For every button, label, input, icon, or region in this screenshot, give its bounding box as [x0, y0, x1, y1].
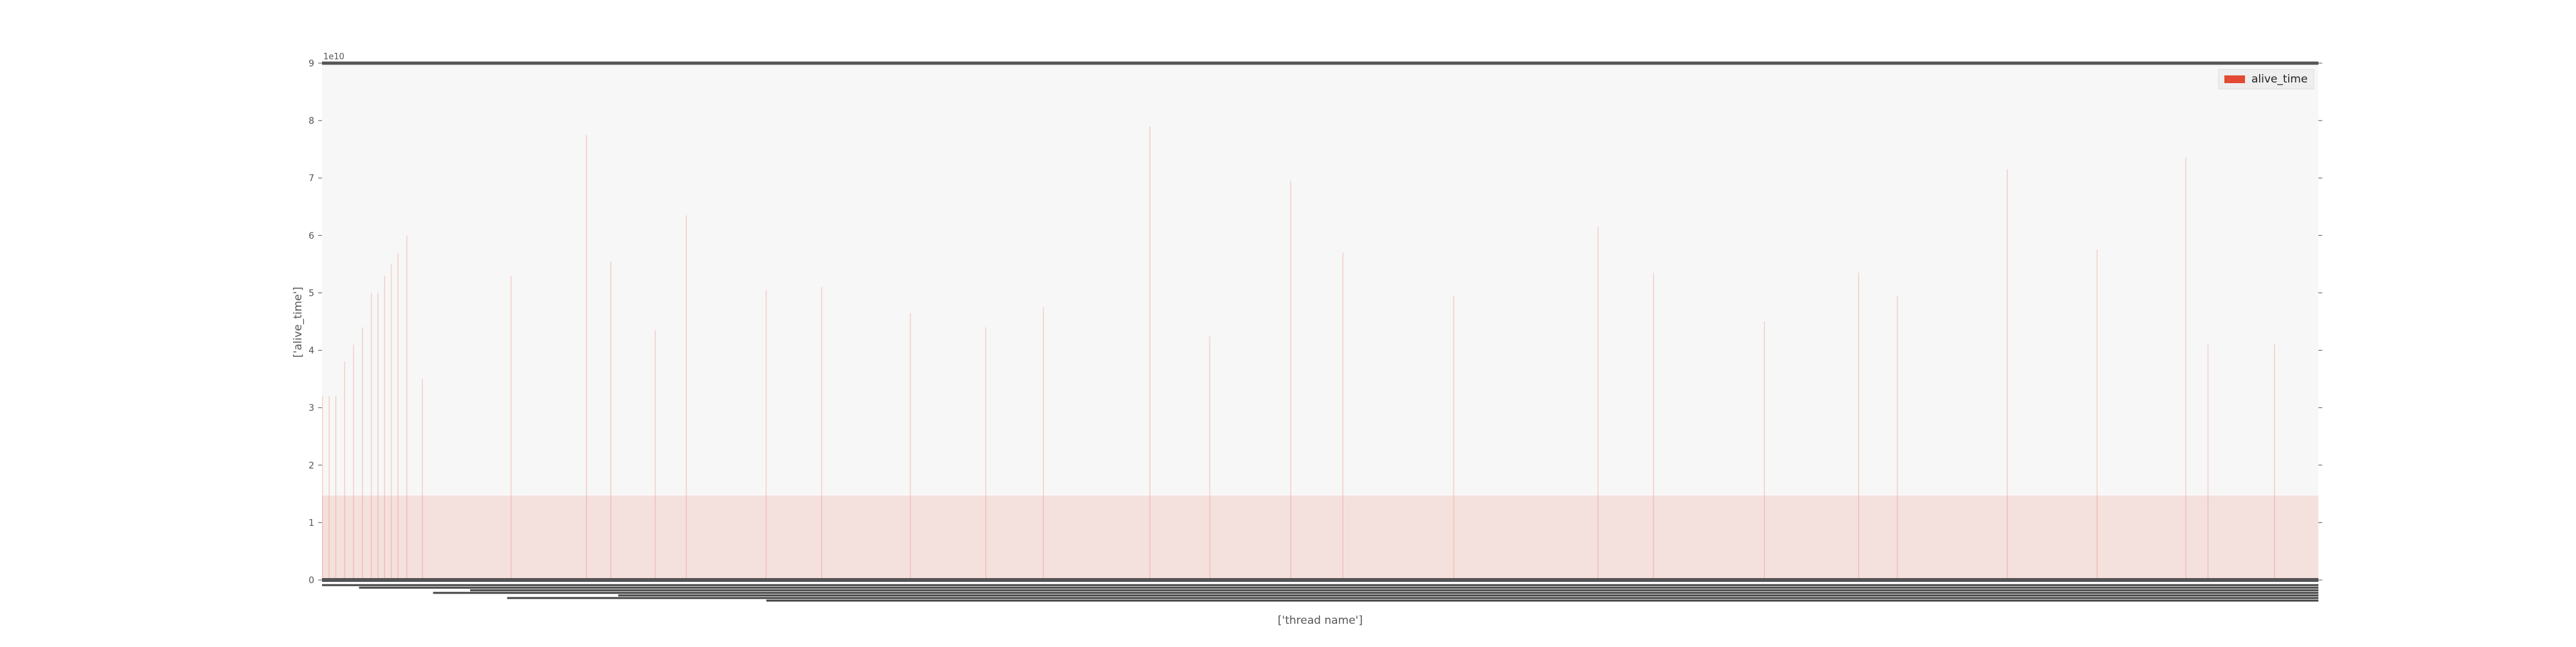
bar: [985, 327, 987, 580]
bar: [765, 289, 767, 580]
bar: [406, 235, 408, 581]
bar: [362, 327, 363, 580]
y-tick-label: 3: [308, 403, 314, 414]
bar: [2274, 344, 2275, 580]
bar: [1149, 126, 1151, 580]
bar: [2185, 158, 2186, 580]
bar: [1453, 295, 1455, 580]
bar: [2007, 169, 2008, 580]
bar: [2207, 344, 2209, 580]
y-offset-label: 1e10: [323, 52, 345, 62]
bar: [2096, 249, 2098, 580]
bar: [377, 293, 379, 580]
y-tick-label: 6: [308, 231, 314, 241]
bar: [370, 293, 372, 580]
bar: [384, 275, 385, 580]
bar: [821, 287, 822, 580]
bar: [654, 330, 656, 580]
bar: [397, 253, 399, 580]
plot-area: [322, 63, 2318, 580]
y-tick-label: 8: [308, 116, 314, 126]
y-tick-label: 7: [308, 173, 314, 184]
bar: [1342, 253, 1343, 580]
bar: [422, 379, 423, 580]
bar: [390, 264, 392, 580]
bar: [344, 362, 345, 580]
y-tick-label: 9: [308, 59, 314, 69]
bar: [1209, 336, 1211, 580]
y-tick-label: 5: [308, 288, 314, 298]
bar: [1597, 226, 1599, 581]
bar: [1858, 273, 1859, 580]
axes-layer: 0 1 2 3 4 5 6 7 8 9: [308, 59, 2322, 602]
bar: [909, 313, 911, 580]
legend-label: alive_time: [2251, 73, 2307, 86]
bar: [1653, 273, 1654, 580]
bar: [1897, 295, 1899, 580]
bar: [585, 135, 587, 580]
bar: [685, 215, 687, 580]
y-tick-label: 0: [308, 575, 314, 586]
bar: [335, 396, 337, 580]
y-tick-label: 4: [308, 346, 314, 356]
bars-layer: [322, 126, 2318, 581]
y-axis-label: ['alive_time']: [292, 287, 305, 358]
y-tick-label: 1: [308, 518, 314, 528]
legend: alive_time: [2218, 69, 2315, 90]
bar: [353, 344, 354, 580]
bar: [510, 275, 512, 580]
bar: [322, 396, 323, 580]
bar: [328, 396, 330, 580]
y-tick-label: 2: [308, 461, 314, 471]
legend-swatch: [2224, 75, 2245, 83]
x-axis-label: ['thread name']: [1278, 614, 1363, 627]
bar: [610, 261, 612, 580]
bar: [1290, 180, 1292, 580]
bar: [1763, 322, 1765, 580]
bar-baseline-fill: [322, 496, 2318, 580]
bar: [1043, 307, 1044, 580]
